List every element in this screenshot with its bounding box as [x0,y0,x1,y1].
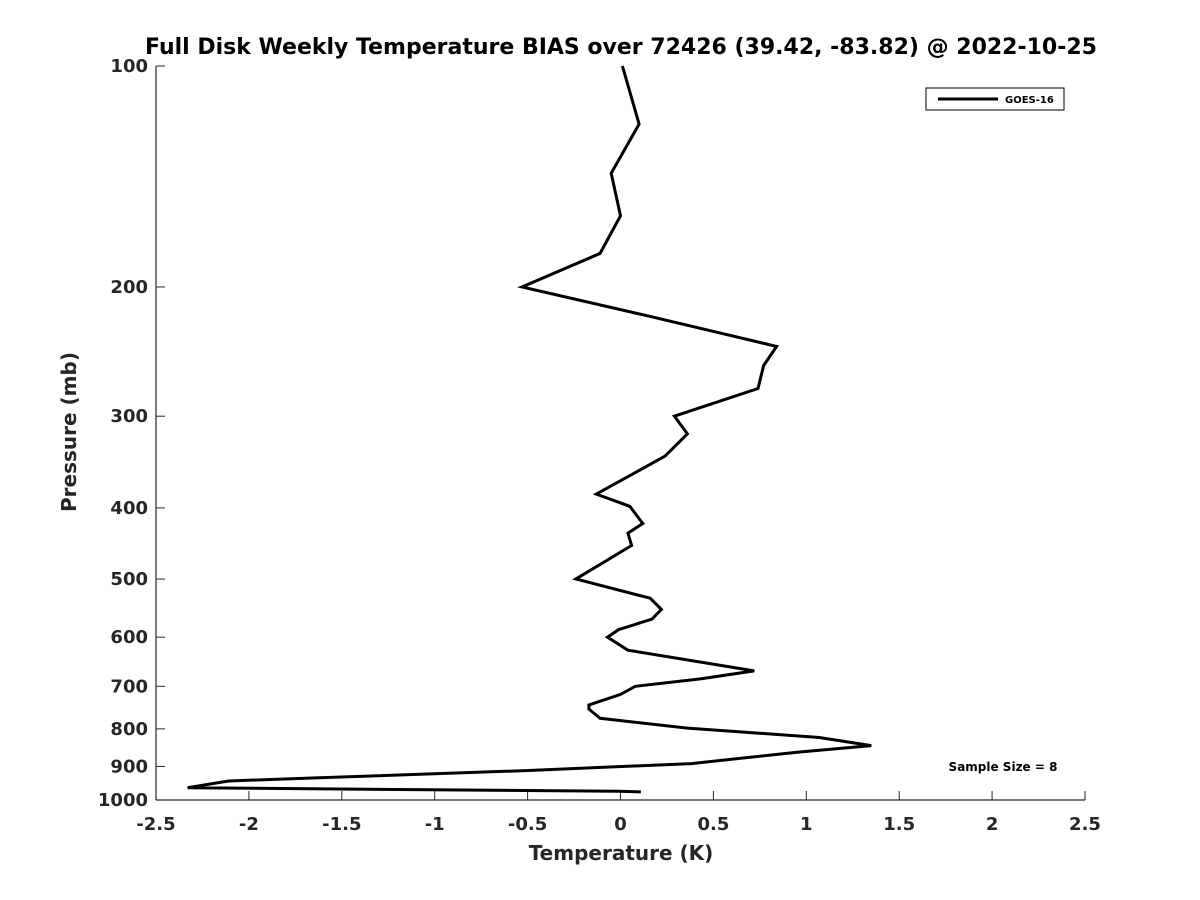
legend: GOES-16 [925,87,1065,111]
y-tick-label: 100 [110,56,148,77]
series-line-goes-16 [187,65,872,794]
x-tick-label: 1.5 [883,814,915,835]
x-tick-label: 0.5 [697,814,729,835]
y-tick-label: 900 [110,756,148,777]
x-tick-label: -1.5 [322,814,361,835]
y-tick-label: 400 [110,498,148,519]
x-tick-label: -1 [425,814,445,835]
x-tick-label: 0 [614,814,627,835]
chart-title: Full Disk Weekly Temperature BIAS over 7… [145,35,1097,60]
sample-size-annotation: Sample Size = 8 [949,760,1058,774]
y-axis-label: Pressure (mb) [57,352,81,512]
x-tick-label: -0.5 [508,814,547,835]
x-axis-label: Temperature (K) [529,841,714,865]
x-tick-label: 2 [986,814,999,835]
y-tick-label: 200 [110,277,148,298]
legend-label: GOES-16 [1005,95,1054,106]
series-layer [187,65,872,794]
y-tick-label: 800 [110,719,148,740]
y-tick-label: 500 [110,569,148,590]
x-tick-label: -2.5 [136,814,175,835]
y-tick-label: 1000 [98,790,148,811]
axes: -2.5 -2 -1.5 -1 -0.5 0 0.5 1 1.5 2 2.5 100 200 300 400… [98,56,1101,835]
y-tick-label: 700 [110,676,148,697]
y-tick-label: 600 [110,627,148,648]
y-tick-label: 300 [110,406,148,427]
x-tick-label: -2 [239,814,259,835]
x-tick-label: 1 [800,814,813,835]
x-tick-label: 2.5 [1069,814,1101,835]
